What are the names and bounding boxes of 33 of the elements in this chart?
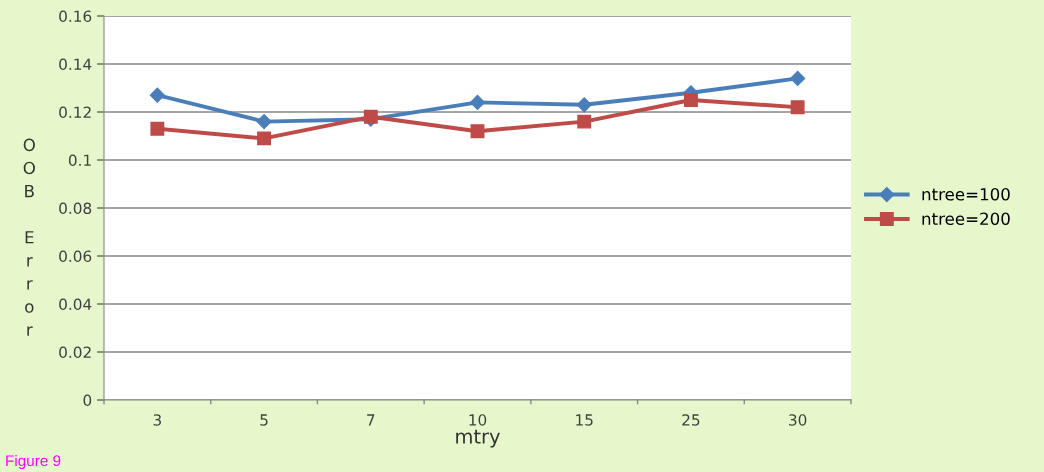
- text: OOB Error: [23, 138, 35, 336]
- y-tick-label: 0.08: [59, 202, 92, 215]
- legend-label: ntree=200: [922, 212, 1010, 226]
- point: [363, 109, 378, 124]
- point: [790, 100, 805, 115]
- y-tick-label: 0.12: [59, 106, 91, 119]
- x-tick-label: 3: [153, 414, 161, 426]
- x-tick-label: 7: [367, 414, 375, 426]
- point: [257, 131, 272, 146]
- x-tick-label: 30: [789, 414, 807, 426]
- caption: Figure 9: [6, 454, 61, 470]
- point: [683, 93, 698, 107]
- x-tick-label: 15: [576, 414, 593, 426]
- point: [790, 70, 806, 86]
- point: [149, 87, 165, 103]
- x-tick-label: 5: [260, 414, 268, 426]
- y-tick-label: 0.02: [59, 346, 91, 359]
- point: [576, 97, 592, 113]
- y-tick-label: 0.16: [59, 10, 92, 23]
- y-tick-label: 0: [83, 394, 92, 407]
- y-tick-label: 0.14: [59, 58, 92, 71]
- y-tick-label: 0.04: [59, 298, 92, 311]
- point: [577, 114, 592, 129]
- y-tick-label: 0.06: [59, 250, 92, 263]
- point: [469, 94, 486, 110]
- y-tick-label: 0.1: [68, 154, 91, 167]
- x-tick-label: 25: [682, 414, 700, 426]
- point: [470, 124, 485, 139]
- legend-label: ntree=100: [922, 188, 1010, 201]
- x-axis-title: mtry: [456, 429, 500, 448]
- point: [150, 121, 165, 136]
- point: [256, 114, 272, 130]
- x-tick-label: 10: [469, 414, 487, 426]
